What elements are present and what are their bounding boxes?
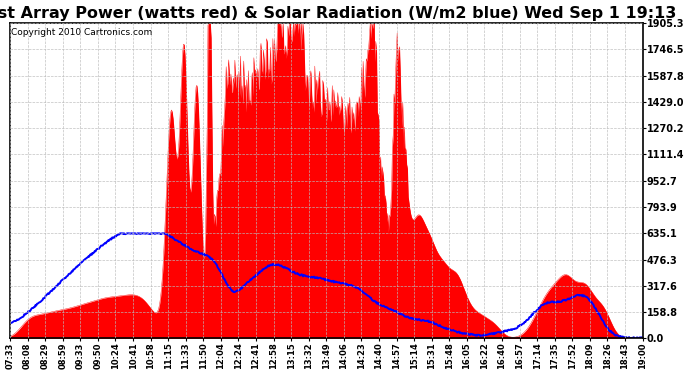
- Text: Copyright 2010 Cartronics.com: Copyright 2010 Cartronics.com: [11, 28, 152, 37]
- Title: East Array Power (watts red) & Solar Radiation (W/m2 blue) Wed Sep 1 19:13: East Array Power (watts red) & Solar Rad…: [0, 6, 676, 21]
